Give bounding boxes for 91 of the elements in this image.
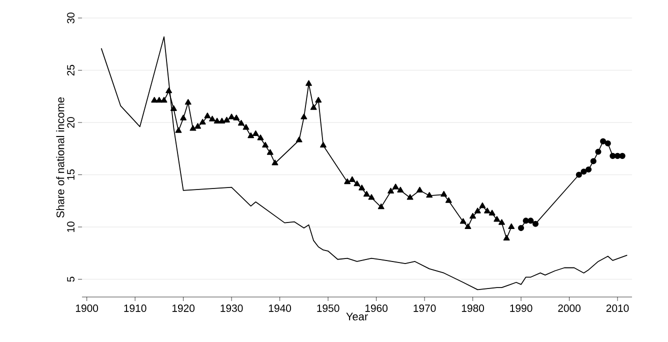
x-tick-label: 1920 [172, 304, 195, 312]
point [242, 124, 250, 130]
point [508, 223, 515, 230]
point [600, 138, 606, 144]
x-tick-label: 1940 [268, 304, 292, 312]
point [218, 118, 226, 124]
point [614, 152, 621, 159]
point [184, 99, 192, 105]
y-tick-label: 25 [67, 64, 74, 76]
point [378, 203, 384, 210]
line-series [100, 36, 628, 290]
point [474, 208, 481, 214]
x-tick-label: 1950 [317, 304, 340, 312]
point [214, 118, 220, 124]
point [528, 218, 534, 224]
point [576, 172, 582, 178]
y-tick-label: 20 [67, 117, 74, 128]
point [209, 116, 216, 122]
x-tick-label: 1970 [414, 304, 436, 312]
point [518, 224, 524, 232]
x-tick-label: 1910 [124, 304, 146, 312]
point [257, 134, 264, 140]
point [310, 104, 317, 110]
x-tick-label: 2000 [558, 304, 581, 312]
point [204, 112, 211, 118]
point [494, 216, 500, 222]
point [224, 116, 230, 122]
point [180, 114, 187, 120]
x-tick-label: 1930 [220, 304, 243, 312]
point [406, 194, 414, 200]
point [532, 220, 539, 227]
point [464, 223, 472, 230]
point [199, 118, 206, 125]
point [170, 105, 177, 111]
point [460, 218, 466, 224]
point [586, 166, 592, 173]
y-tick-label: 10 [67, 222, 74, 232]
point [348, 176, 356, 182]
point [440, 190, 448, 197]
x-tick-label: 1900 [76, 304, 98, 312]
point [604, 140, 611, 146]
point [354, 180, 360, 186]
point [503, 234, 510, 241]
point [416, 186, 423, 192]
point [266, 149, 274, 155]
point [190, 125, 196, 131]
y-tick-label: 5 [67, 276, 74, 282]
x-axis-title: Year [346, 312, 368, 320]
point [388, 188, 394, 194]
x-tick-label: 1960 [365, 304, 388, 312]
point [156, 96, 162, 103]
point [306, 80, 312, 86]
point [320, 142, 326, 148]
point [262, 142, 269, 148]
point [344, 178, 351, 184]
point [315, 96, 322, 103]
point [610, 152, 616, 159]
x-tick-label: 2010 [606, 304, 629, 312]
point [228, 114, 235, 120]
point [252, 130, 259, 136]
point [470, 212, 476, 219]
point [445, 197, 452, 203]
point [248, 132, 254, 138]
point [580, 168, 587, 175]
y-tick-label: 30 [67, 12, 74, 24]
y-tick-label: 15 [67, 169, 74, 180]
point [175, 127, 182, 133]
x-tick-label: 1980 [462, 304, 484, 312]
point [151, 96, 158, 103]
point [590, 158, 596, 164]
point [166, 88, 172, 94]
point [479, 202, 486, 208]
point [392, 184, 399, 190]
point [368, 194, 375, 200]
point [498, 219, 505, 225]
point [194, 123, 201, 129]
point [358, 184, 366, 190]
point [397, 186, 404, 192]
point [233, 114, 240, 120]
y-axis-title: Share of national income [56, 97, 64, 218]
point [272, 160, 278, 166]
point [488, 210, 496, 216]
point [426, 192, 433, 198]
x-tick-label: 1990 [510, 304, 532, 312]
point [595, 148, 602, 155]
point [484, 208, 490, 214]
point [363, 190, 370, 197]
point [238, 120, 244, 126]
point [300, 114, 308, 120]
point [160, 96, 168, 103]
point [296, 136, 302, 142]
